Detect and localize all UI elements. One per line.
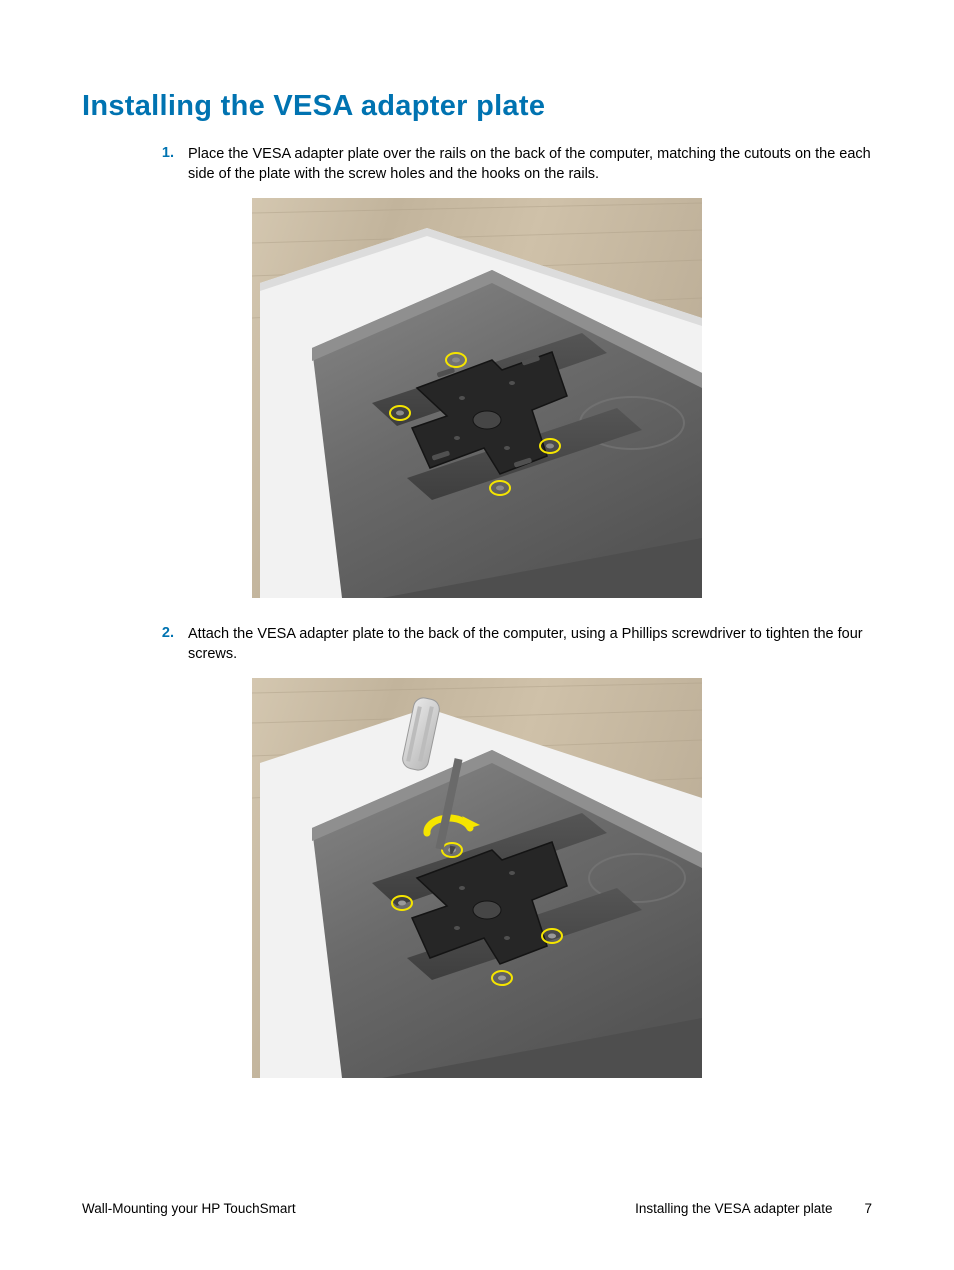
document-page: Installing the VESA adapter plate 1. Pla… [0, 0, 954, 1083]
footer-page-number: 7 [864, 1201, 872, 1216]
step-1-number: 1. [152, 145, 188, 184]
step-2: 2. Attach the VESA adapter plate to the … [82, 625, 872, 664]
figure-1 [82, 198, 872, 603]
step-1-text: Place the VESA adapter plate over the ra… [188, 145, 872, 184]
figure-2 [82, 678, 872, 1083]
step-1: 1. Place the VESA adapter plate over the… [82, 145, 872, 184]
footer-right: Installing the VESA adapter plate 7 [635, 1201, 872, 1216]
step-2-text: Attach the VESA adapter plate to the bac… [188, 625, 872, 664]
step-2-number: 2. [152, 625, 188, 664]
page-footer: Wall-Mounting your HP TouchSmart Install… [82, 1201, 872, 1216]
page-heading: Installing the VESA adapter plate [82, 90, 872, 123]
vesa-plate-placement-illustration [252, 198, 702, 598]
footer-left-text: Wall-Mounting your HP TouchSmart [82, 1201, 296, 1216]
vesa-plate-screwing-illustration [252, 678, 702, 1078]
footer-section-text: Installing the VESA adapter plate [635, 1201, 832, 1216]
